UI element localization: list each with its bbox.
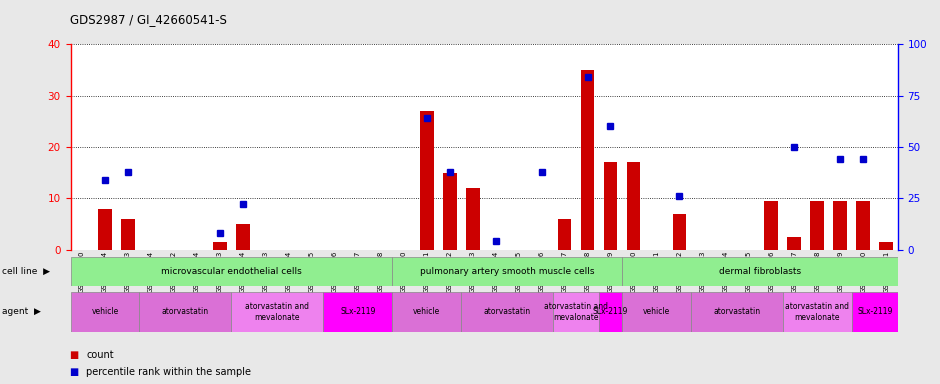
Bar [557,219,572,250]
Bar [139,292,231,332]
Bar [622,292,691,332]
Bar [70,292,139,332]
Text: vehicle: vehicle [643,308,670,316]
Text: GDS2987 / GI_42660541-S: GDS2987 / GI_42660541-S [70,13,227,26]
Bar [788,237,801,250]
Bar [392,257,622,286]
Bar [603,162,618,250]
Bar [236,224,250,250]
Bar [553,292,599,332]
Text: atorvastatin and
mevalonate: atorvastatin and mevalonate [785,302,849,322]
Bar [581,70,594,250]
Text: agent  ▶: agent ▶ [2,308,40,316]
Text: atorvastatin and
mevalonate: atorvastatin and mevalonate [544,302,608,322]
Bar [783,292,852,332]
Text: percentile rank within the sample: percentile rank within the sample [86,367,252,377]
Bar [323,292,392,332]
Text: dermal fibroblasts: dermal fibroblasts [719,267,801,276]
Bar [810,201,824,250]
Bar [764,201,778,250]
Bar [691,292,783,332]
Bar [465,188,479,250]
Text: count: count [86,350,114,360]
Text: vehicle: vehicle [91,308,118,316]
Bar [879,242,893,250]
Bar [443,172,457,250]
Text: vehicle: vehicle [413,308,440,316]
Text: SLx-2119: SLx-2119 [340,308,375,316]
Bar [98,209,112,250]
Bar [852,292,898,332]
Bar [70,257,392,286]
Text: atorvastatin: atorvastatin [162,308,209,316]
Text: atorvastatin: atorvastatin [483,308,531,316]
Text: ■: ■ [70,350,83,360]
Bar [627,162,640,250]
Bar [231,292,323,332]
Bar [599,292,622,332]
Bar [121,219,134,250]
Text: cell line  ▶: cell line ▶ [2,267,50,276]
Text: SLx-2119: SLx-2119 [593,308,628,316]
Text: microvascular endothelial cells: microvascular endothelial cells [161,267,302,276]
Bar [856,201,870,250]
Text: SLx-2119: SLx-2119 [857,308,892,316]
Text: ■: ■ [70,367,83,377]
Text: pulmonary artery smooth muscle cells: pulmonary artery smooth muscle cells [420,267,594,276]
Bar [834,201,847,250]
Bar [672,214,686,250]
Bar [462,292,553,332]
Bar [420,111,433,250]
Bar [622,257,898,286]
Text: atorvastatin: atorvastatin [713,308,760,316]
Text: atorvastatin and
mevalonate: atorvastatin and mevalonate [245,302,309,322]
Bar [392,292,462,332]
Bar [213,242,227,250]
